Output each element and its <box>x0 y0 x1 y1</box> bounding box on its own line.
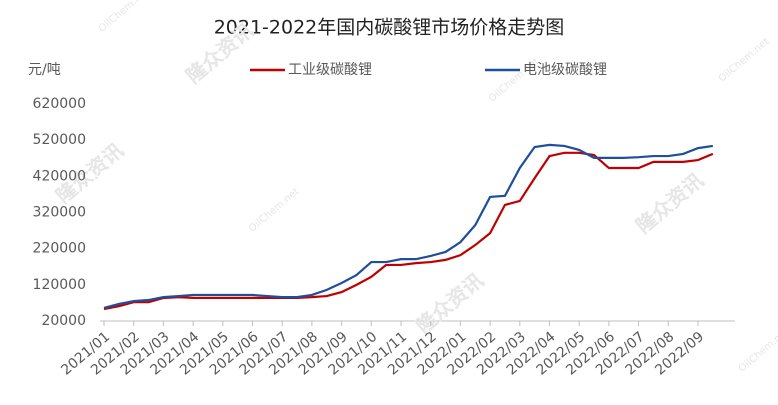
chart-title: 2021-2022年国内碳酸锂市场价格走势图 <box>214 17 565 39</box>
y-tick-label: 220000 <box>33 241 86 257</box>
series-line <box>103 143 714 310</box>
legend-label: 工业级碳酸锂 <box>288 62 372 78</box>
y-tick-label: 420000 <box>33 168 86 184</box>
y-tick-label: 120000 <box>33 277 86 293</box>
watermark: 隆众资讯 <box>411 268 488 338</box>
series-line <box>103 151 714 311</box>
watermark: OilChem.net <box>717 36 772 84</box>
y-tick-label: 520000 <box>33 132 86 148</box>
y-tick-label: 620000 <box>33 96 86 112</box>
watermark: OilChem.net <box>97 0 152 35</box>
watermark: OilChem.net <box>247 186 302 234</box>
watermark: 隆众资讯 <box>631 168 708 238</box>
legend-label: 电池级碳酸锂 <box>523 62 607 78</box>
y-tick-label: 320000 <box>33 205 86 221</box>
y-axis-label: 元/吨 <box>28 62 61 78</box>
y-tick-label: 20000 <box>41 313 86 329</box>
watermark: OilChem.net <box>737 326 778 374</box>
